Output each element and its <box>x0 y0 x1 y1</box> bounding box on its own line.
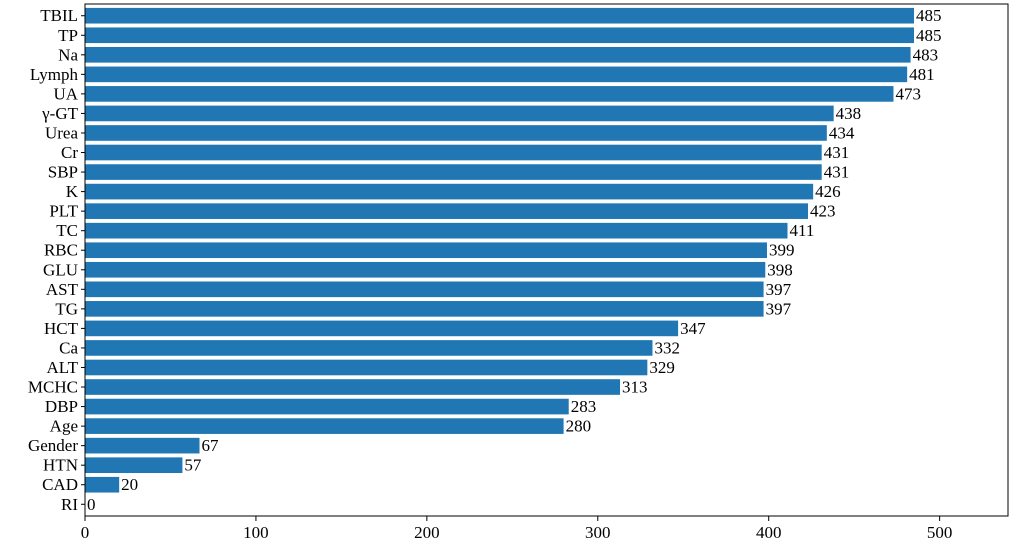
bar-PLT <box>85 203 809 219</box>
data-label-MCHC: 313 <box>622 378 648 397</box>
y-tick-label-GLU: GLU <box>43 260 78 279</box>
y-tick-label-MCHC: MCHC <box>28 378 78 397</box>
y-tick-label-DBP: DBP <box>45 397 78 416</box>
y-tick-label-PLT: PLT <box>49 202 78 221</box>
data-label-HTN: 57 <box>184 456 202 475</box>
y-tick-label-TBIL: TBIL <box>40 6 78 25</box>
x-tick-label-400: 400 <box>756 523 782 542</box>
data-label-RBC: 399 <box>769 241 795 260</box>
x-tick-label-0: 0 <box>81 523 90 542</box>
data-label-γ-GT: 438 <box>836 104 862 123</box>
bar-HCT <box>85 320 679 337</box>
data-label-SBP: 431 <box>824 163 850 182</box>
y-tick-label-Cr: Cr <box>61 143 78 162</box>
bar-Na <box>85 46 911 63</box>
bar-GLU <box>85 261 766 278</box>
data-label-HCT: 347 <box>680 319 706 338</box>
x-tick-label-100: 100 <box>243 523 269 542</box>
y-tick-label-K: K <box>66 182 79 201</box>
data-label-TBIL: 485 <box>916 6 942 25</box>
bar-CAD <box>85 476 120 493</box>
y-tick-label-TG: TG <box>55 299 78 318</box>
bar-Age <box>85 418 564 434</box>
plot-frame <box>84 3 1009 517</box>
y-tick-label-HCT: HCT <box>44 319 79 338</box>
bar-TG <box>85 301 764 317</box>
bars-group <box>85 7 914 493</box>
y-tick-label-Age: Age <box>50 417 78 436</box>
data-label-TP: 485 <box>916 26 942 45</box>
data-label-Age: 280 <box>566 417 592 436</box>
data-label-PLT: 423 <box>810 202 836 221</box>
y-tick-label-Na: Na <box>58 45 78 64</box>
y-tick-label-AST: AST <box>46 280 79 299</box>
bar-Urea <box>85 125 827 141</box>
y-tick-label-Gender: Gender <box>28 436 78 455</box>
x-tick-label-300: 300 <box>585 523 611 542</box>
data-label-RI: 0 <box>87 495 96 514</box>
x-tick-label-500: 500 <box>927 523 953 542</box>
y-tick-label-Lymph: Lymph <box>30 65 79 84</box>
y-tick-label-RI: RI <box>61 495 78 514</box>
bar-TC <box>85 222 788 239</box>
y-tick-label-TP: TP <box>58 26 78 45</box>
data-label-Ca: 332 <box>654 338 680 357</box>
data-label-Cr: 431 <box>824 143 850 162</box>
y-axis-ticks: TBILTPNaLymphUAγ-GTUreaCrSBPKPLTTCRBCGLU… <box>28 6 85 514</box>
bar-MCHC <box>85 379 620 395</box>
y-tick-label-RBC: RBC <box>44 241 78 260</box>
data-label-TC: 411 <box>790 221 815 240</box>
data-label-Na: 483 <box>913 45 939 64</box>
bar-DBP <box>85 398 569 415</box>
bar-UA <box>85 86 894 102</box>
bar-Gender <box>85 437 200 454</box>
y-tick-label-ALT: ALT <box>47 358 79 377</box>
data-labels-group: 4854854834814734384344314314264234113993… <box>87 6 941 514</box>
bar-RBC <box>85 242 767 259</box>
bar-AST <box>85 281 764 298</box>
data-label-UA: 473 <box>895 84 921 103</box>
data-label-DBP: 283 <box>571 397 597 416</box>
bar-ALT <box>85 359 648 376</box>
bar-TP <box>85 27 914 44</box>
x-tick-label-200: 200 <box>414 523 440 542</box>
y-tick-label-SBP: SBP <box>48 163 78 182</box>
bar-Cr <box>85 144 822 161</box>
bar-γ-GT <box>85 105 834 122</box>
data-label-ALT: 329 <box>649 358 675 377</box>
data-label-TG: 397 <box>766 299 792 318</box>
data-label-AST: 397 <box>766 280 792 299</box>
x-axis-ticks: 0 100 200 300 400 500 <box>81 516 953 542</box>
bar-SBP <box>85 164 822 180</box>
y-tick-label-γ-GT: γ-GT <box>41 104 78 123</box>
data-label-CAD: 20 <box>121 475 138 494</box>
data-label-GLU: 398 <box>767 260 793 279</box>
data-label-Lymph: 481 <box>909 65 935 84</box>
y-tick-label-Ca: Ca <box>59 338 78 357</box>
bar-Ca <box>85 340 653 356</box>
data-label-K: 426 <box>815 182 841 201</box>
y-tick-label-TC: TC <box>56 221 78 240</box>
bar-K <box>85 183 814 200</box>
y-tick-label-CAD: CAD <box>42 475 78 494</box>
y-tick-label-HTN: HTN <box>43 456 78 475</box>
bar-HTN <box>85 457 183 474</box>
data-label-Urea: 434 <box>829 123 855 142</box>
bar-Lymph <box>85 66 908 83</box>
bar-TBIL <box>85 7 914 24</box>
data-label-Gender: 67 <box>202 436 220 455</box>
y-tick-label-UA: UA <box>53 84 78 103</box>
y-tick-label-Urea: Urea <box>45 123 78 142</box>
